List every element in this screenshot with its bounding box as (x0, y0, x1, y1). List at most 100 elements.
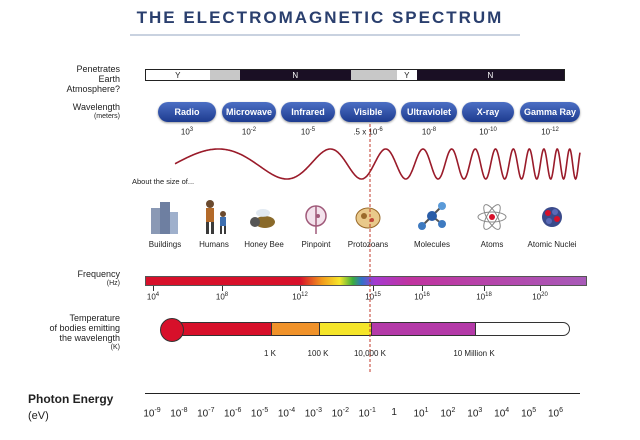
wavelength-value: .5 x 10-6 (353, 127, 383, 137)
thermo-red-segment (171, 323, 271, 335)
wavelength-value: 10-5 (300, 127, 316, 137)
frequency-value: 104 (146, 292, 160, 302)
thermo-yellow-segment (319, 323, 371, 335)
photon-energy-value: 10-6 (224, 407, 242, 420)
wavelength-value: 10-8 (421, 127, 437, 137)
photon-energy-label: Photon Energy (28, 392, 114, 406)
object-label: Honey Bee (244, 240, 284, 249)
wavelength-value: 10-12 (541, 127, 559, 137)
photon-energy-value: 10-9 (143, 407, 161, 420)
frequency-value: 1018 (476, 292, 492, 302)
photon-energy-rule (145, 393, 580, 394)
photon-energy-value: 10-8 (170, 407, 188, 420)
wavelength-label: Wavelength (72, 102, 120, 112)
atomic-nuclei-icon (542, 207, 562, 227)
photon-energy-unit: (eV) (28, 410, 49, 422)
object-label: Buildings (148, 240, 182, 249)
wavelength-unit: (meters) (93, 113, 120, 120)
wavelength-value: 10-10 (479, 127, 497, 137)
photon-energy-value: 10-7 (197, 407, 215, 420)
frequency-value: 1020 (532, 292, 548, 302)
photon-energy-value: 102 (440, 407, 456, 420)
wavelength-row-label: Wavelength (meters) (10, 102, 120, 122)
humans-icon (206, 200, 226, 234)
band-pill-gamma-ray: Gamma Ray (520, 102, 580, 122)
object-label: Atomic Nuclei (527, 240, 577, 249)
honey-bee-icon (250, 209, 275, 228)
atmosphere-label-line2: Earth (98, 74, 120, 84)
thermo-divider (271, 323, 272, 335)
frequency-color-bar (145, 276, 587, 286)
temperature-label-line2: of bodies emitting (49, 323, 120, 333)
atoms-icon (477, 204, 507, 230)
photon-energy-value: 101 (413, 407, 429, 420)
frequency-value: 108 (215, 292, 229, 302)
frequency-tick (222, 286, 223, 291)
molecules-icon (418, 202, 446, 230)
photon-energy-value: 10-2 (331, 407, 349, 420)
temperature-value: 100 K (307, 349, 329, 358)
thermo-orange-segment (271, 323, 319, 335)
atmosphere-label-line3: Atmosphere? (66, 84, 120, 94)
band-pill-visible: Visible (340, 102, 396, 122)
frequency-value: 1015 (365, 292, 381, 302)
wave-line (174, 148, 581, 181)
thermo-divider (371, 323, 372, 335)
photon-energy-value: 105 (521, 407, 537, 420)
object-label: Humans (199, 240, 229, 249)
wavelength-value: 10-2 (241, 127, 257, 137)
atmosphere-segment: Y (146, 70, 210, 80)
size-caption: About the size of... (132, 177, 195, 186)
wavelength-value: 103 (180, 127, 194, 137)
frequency-tick (153, 286, 154, 291)
band-pill-ultraviolet: Ultraviolet (401, 102, 457, 122)
atmosphere-segment: N (416, 70, 564, 80)
protozoans-icon (355, 207, 381, 229)
photon-energy-value: 10-4 (277, 407, 296, 420)
thermo-divider (475, 323, 476, 335)
band-pill-infrared: Infrared (281, 102, 335, 122)
buildings-icon (151, 202, 178, 234)
thermo-purple-segment (371, 323, 475, 335)
object-label: Protozoans (347, 240, 389, 249)
object-label: Pinpoint (301, 240, 331, 249)
photon-energy-value: 106 (547, 407, 564, 420)
photon-energy-value: 10-5 (250, 407, 269, 420)
object-label: Molecules (413, 240, 450, 249)
frequency-tick (373, 286, 374, 291)
atmosphere-segment (209, 70, 240, 80)
atmosphere-label-line1: Penetrates (76, 64, 120, 74)
temperature-label-line1: Temperature (69, 313, 120, 323)
atmosphere-segment: N (239, 70, 352, 80)
thermometer-bulb (160, 318, 184, 342)
frequency-tick (300, 286, 301, 291)
photon-energy-value: 104 (494, 407, 510, 420)
photon-energy-value: 1 (391, 407, 397, 418)
wave-illustration (174, 148, 581, 181)
atmosphere-row-label: Penetrates Earth Atmosphere? (10, 64, 120, 94)
pinpoint-icon (305, 205, 327, 234)
title-underline (130, 34, 520, 36)
band-pill-microwave: Microwave (222, 102, 276, 122)
photon-energy-value: 10-1 (358, 407, 376, 420)
frequency-tick (540, 286, 541, 291)
frequency-row-label: Frequency (Hz) (10, 269, 120, 289)
atmosphere-segment: Y (396, 70, 417, 80)
photon-energy-value: 103 (467, 407, 483, 420)
frequency-tick (484, 286, 485, 291)
thermo-divider (319, 323, 320, 335)
object-label: Atoms (480, 240, 504, 249)
band-pill-radio: Radio (158, 102, 216, 122)
photon-energy-value: 10-3 (304, 407, 323, 420)
frequency-tick (422, 286, 423, 291)
frequency-label: Frequency (77, 269, 120, 279)
temperature-value: 10 Million K (453, 349, 495, 358)
temperature-label-line3: the wavelength (59, 333, 120, 343)
frequency-unit: (Hz) (106, 280, 120, 287)
frequency-value: 1012 (292, 292, 308, 302)
temperature-value: 10,000 K (353, 349, 387, 358)
temperature-row-label: Temperature of bodies emitting the wavel… (10, 313, 120, 353)
temperature-unit: (K) (110, 344, 120, 351)
band-pill-x-ray: X-ray (462, 102, 514, 122)
